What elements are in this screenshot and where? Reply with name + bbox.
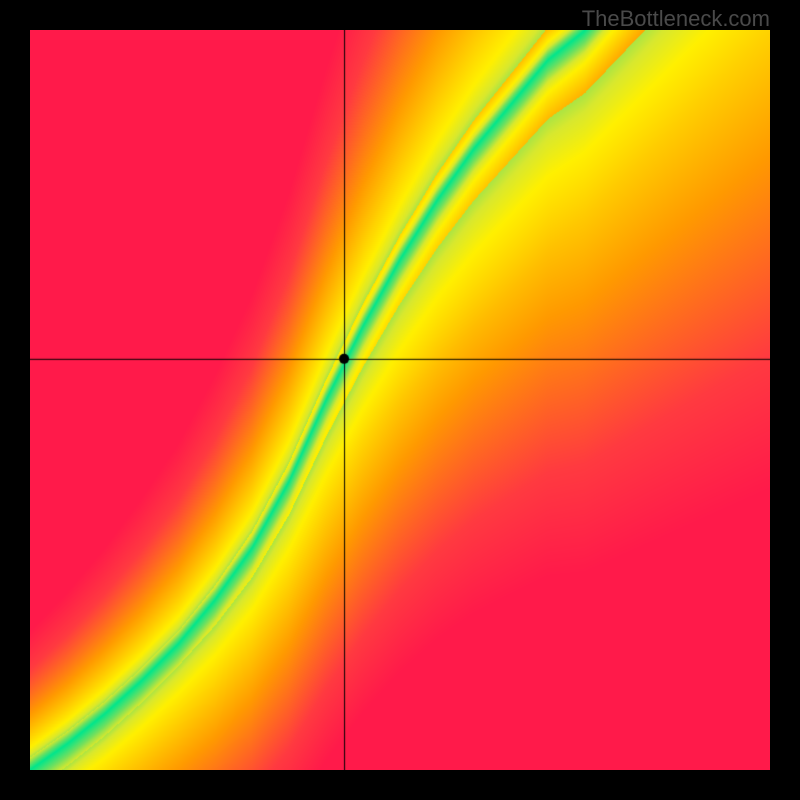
bottleneck-heatmap — [30, 30, 770, 770]
watermark-text: TheBottleneck.com — [582, 6, 770, 32]
